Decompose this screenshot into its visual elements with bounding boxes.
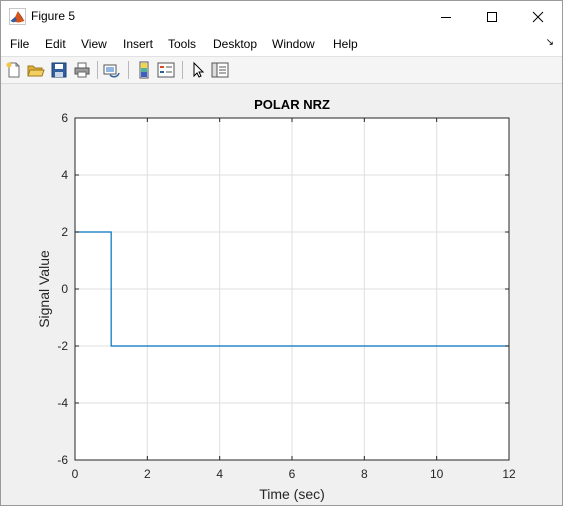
minimize-icon (441, 16, 451, 18)
maximize-button[interactable] (469, 1, 515, 32)
menu-file[interactable]: File (10, 37, 30, 51)
y-tick-label: 0 (61, 282, 68, 296)
close-icon (532, 11, 544, 22)
menu-help[interactable]: Help (333, 37, 358, 51)
close-button[interactable] (515, 1, 561, 32)
menu-window[interactable]: Window (272, 37, 315, 51)
legend-icon[interactable] (157, 61, 175, 79)
x-tick-label: 8 (361, 467, 368, 481)
new-figure-icon[interactable] (5, 61, 23, 79)
minimize-button[interactable] (423, 1, 469, 32)
title-bar[interactable]: Figure 5 (1, 1, 562, 32)
maximize-icon (487, 11, 497, 22)
open-folder-icon[interactable] (27, 61, 45, 79)
x-tick-label: 12 (502, 467, 516, 481)
x-tick-label: 2 (144, 467, 151, 481)
menu-desktop[interactable]: Desktop (213, 37, 258, 51)
y-tick-label: 4 (61, 168, 68, 182)
print-icon[interactable] (73, 61, 91, 79)
toolbar-separator (97, 61, 98, 79)
y-tick-label: -4 (57, 396, 68, 410)
matlab-logo-icon (9, 8, 26, 25)
menu-bar: File Edit View Insert Tools Desktop Wind… (1, 32, 562, 57)
axes-plot[interactable]: 0 2 4 6 8 10 12 -6 -4 -2 0 2 4 6 POLAR NRZ Time (sec… (1, 84, 562, 505)
dock-figure-icon[interactable]: ↘ (545, 37, 554, 48)
window-title: Figure 5 (31, 9, 76, 23)
property-inspector-icon[interactable] (211, 61, 229, 79)
chart-title: POLAR NRZ (254, 97, 330, 112)
x-tick-label: 6 (289, 467, 296, 481)
y-tick-label: -6 (57, 453, 68, 467)
menu-edit[interactable]: Edit (45, 37, 66, 51)
x-tick-label: 10 (430, 467, 444, 481)
menu-tools[interactable]: Tools (168, 37, 197, 51)
link-plot-icon[interactable] (103, 61, 121, 79)
toolbar-separator (128, 61, 129, 79)
colorbar-icon[interactable] (135, 61, 153, 79)
menu-view[interactable]: View (81, 37, 107, 51)
menu-insert[interactable]: Insert (123, 37, 154, 51)
y-tick-label: 2 (61, 225, 68, 239)
x-axis-label: Time (sec) (259, 486, 325, 502)
save-icon[interactable] (50, 61, 68, 79)
y-axis-label: Signal Value (36, 250, 52, 328)
x-tick-label: 0 (72, 467, 79, 481)
y-tick-label: 6 (61, 111, 68, 125)
x-tick-label: 4 (216, 467, 223, 481)
y-tick-label: -2 (57, 339, 68, 353)
figure-canvas: 0 2 4 6 8 10 12 -6 -4 -2 0 2 4 6 POLAR NRZ Time (sec… (1, 84, 562, 505)
edit-plot-arrow-icon[interactable] (189, 61, 207, 79)
figure-toolbar (1, 57, 562, 84)
toolbar-separator (182, 61, 183, 79)
signal-series-line (75, 231, 509, 347)
